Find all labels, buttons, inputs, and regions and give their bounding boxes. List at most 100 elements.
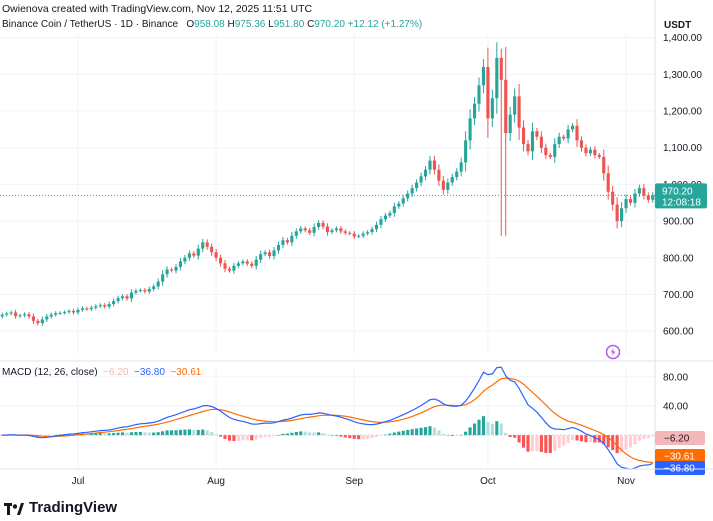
macd-hist-bar [214, 434, 218, 436]
candle [45, 313, 49, 322]
macd-hist-bar [651, 435, 655, 437]
candle [147, 286, 151, 294]
candle-body [147, 288, 151, 292]
macd-hist-bar [486, 421, 490, 436]
candle [410, 184, 414, 197]
candle-body [374, 224, 379, 230]
macd-hist-bar [196, 429, 200, 436]
macd-title[interactable]: MACD (12, 26, close) [2, 367, 98, 378]
candle [379, 215, 383, 229]
candle [361, 231, 365, 239]
candle-body [178, 261, 183, 267]
macd-hist-bar [397, 431, 401, 436]
candle [152, 284, 156, 292]
macd-hist-bar [232, 435, 236, 442]
credit-text: Owienova created with TradingView.com, N… [2, 3, 313, 15]
low-label: L [268, 19, 274, 30]
macd-hist-bar [374, 435, 379, 438]
candle [232, 262, 236, 274]
macd-hist-bar [361, 435, 365, 440]
candle [31, 313, 35, 324]
candle-body [245, 261, 249, 264]
macd-hist-bar [406, 429, 410, 436]
candle [174, 264, 178, 274]
candle-body [254, 259, 258, 266]
candle [370, 226, 374, 235]
currency-label[interactable]: USDT [664, 20, 692, 31]
candle-body [499, 57, 503, 80]
candle [401, 195, 405, 207]
macd-hist-bar [58, 434, 62, 436]
candle [0, 312, 4, 319]
macd-hist-bar [294, 431, 298, 436]
macd-hist-bar [646, 435, 650, 438]
candle-body [539, 136, 543, 148]
candle [397, 200, 401, 209]
candle-body [383, 215, 387, 220]
candle [254, 255, 258, 270]
candle [85, 306, 89, 311]
macd-hist-bar [392, 432, 396, 436]
candle-body [392, 206, 396, 214]
candle [495, 42, 499, 114]
candle-body [361, 233, 365, 236]
macd-hist-bar [495, 421, 499, 436]
candle-body [530, 131, 535, 152]
candle [352, 231, 356, 239]
tradingview-logo[interactable]: TradingView [4, 499, 117, 516]
symbol-title[interactable]: Binance Coin / TetherUS · 1D · Binance [2, 19, 179, 30]
macd-hist-bar [410, 429, 414, 436]
macd-hist-bar [227, 435, 232, 441]
macd-histogram [0, 416, 655, 454]
candle-body [620, 208, 624, 222]
macd-hist-bar [187, 429, 191, 436]
macd-hist-tag-text: −6.20 [664, 434, 690, 445]
macd-hist-bar [450, 435, 454, 436]
candle [210, 243, 214, 256]
macd-hist-bar [468, 427, 472, 436]
candle [49, 312, 53, 319]
candle-body [334, 228, 338, 231]
price-chart[interactable]: 600.00700.00800.00900.001,000.001,100.00… [0, 0, 713, 360]
candle-body [557, 136, 561, 145]
candle [330, 228, 334, 235]
candle [633, 188, 637, 208]
candle-body [196, 248, 200, 256]
candle-body [517, 96, 521, 128]
macd-hist-bar [129, 432, 134, 436]
flash-icon[interactable] [605, 344, 621, 360]
candle-body [263, 252, 267, 255]
price-tick-label: 1,300.00 [663, 70, 702, 81]
macd-hist-bar [464, 431, 468, 436]
candle [143, 288, 147, 294]
candle [339, 225, 343, 234]
candle [611, 185, 615, 211]
macd-hist-bar [268, 435, 272, 437]
candle-body [294, 231, 298, 236]
candle-body [63, 312, 67, 314]
candle-body [232, 265, 236, 271]
candle-body [40, 319, 44, 324]
candle-body [138, 290, 142, 292]
macd-hist-bar [352, 435, 356, 439]
candle [517, 83, 521, 140]
macd-hist-bar [178, 429, 183, 436]
candle [76, 307, 80, 315]
macd-hist-bar [379, 435, 383, 436]
candle [236, 260, 240, 269]
candle [593, 146, 597, 159]
candle-body [455, 171, 459, 178]
candle-body [152, 286, 156, 289]
candle [366, 230, 370, 236]
candle-body [325, 226, 330, 233]
candle [455, 168, 459, 181]
macd-hist-bar [628, 435, 633, 448]
macd-hist-bar [499, 423, 503, 436]
candle [205, 239, 209, 250]
candle-body [588, 149, 592, 154]
ohlc-legend: Binance Coin / TetherUS · 1D · Binance O… [2, 19, 422, 30]
candle-body [535, 131, 539, 137]
candle [468, 109, 472, 150]
candle-body [0, 314, 4, 317]
